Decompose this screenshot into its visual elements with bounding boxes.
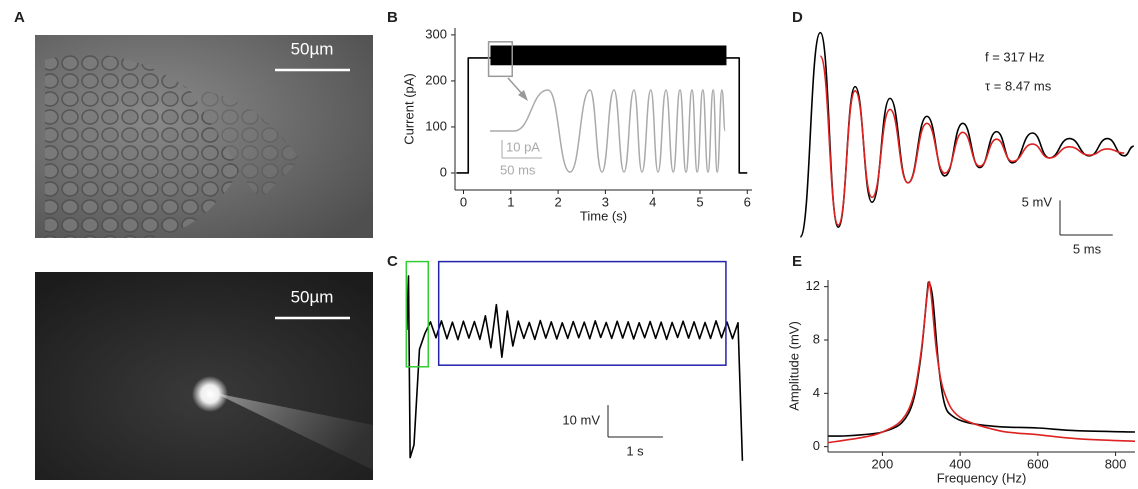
scale-bar-label: 50µm [291, 39, 334, 58]
region-box [487, 41, 513, 78]
x-tick-label: 5 [696, 194, 703, 209]
trace [456, 57, 748, 174]
x-tick-label: 6 [744, 194, 751, 209]
scale-bar-label: 5 ms [1073, 241, 1102, 256]
panel-label: E [792, 253, 802, 270]
y-tick-label: 300 [425, 26, 447, 41]
y-tick-label: 8 [813, 331, 820, 346]
y-tick-label: 0 [440, 164, 447, 179]
annotation: τ = 8.47 ms [985, 78, 1052, 93]
x-tick-label: 1 [507, 194, 514, 209]
scale-bar-label: 5 mV [1022, 194, 1053, 209]
trace [406, 275, 744, 461]
panel-label: C [387, 253, 398, 270]
x-tick-label: 2 [554, 194, 561, 209]
x-tick-label: 200 [872, 456, 894, 471]
scale-bar-label: 10 mV [562, 412, 600, 427]
y-tick-label: 100 [425, 118, 447, 133]
y-axis-label: Current (pA) [401, 73, 416, 145]
zoom-arrow [507, 77, 528, 101]
micrograph-bottom: 50µm [35, 272, 373, 480]
x-axis-label: Time (s) [580, 208, 627, 223]
x-axis-label: Frequency (Hz) [937, 470, 1027, 485]
y-tick-label: 4 [813, 385, 820, 400]
y-tick-label: 12 [806, 278, 820, 293]
y-tick-label: 200 [425, 72, 447, 87]
panel-label: B [387, 9, 398, 26]
x-tick-label: 3 [602, 194, 609, 209]
y-tick-label: 0 [813, 438, 820, 453]
scale-bar-label: 10 pA [506, 139, 540, 154]
chirp-band [490, 45, 727, 66]
trace [827, 281, 1136, 437]
panel-label: A [14, 9, 25, 26]
scale-bar-label: 50 ms [500, 162, 536, 177]
trace [819, 55, 1125, 226]
scale-bar-label: 50µm [291, 287, 334, 306]
annotation: f = 317 Hz [985, 49, 1045, 64]
y-axis-label: Amplitude (mV) [786, 321, 801, 411]
scale-bar-label: 1 s [626, 443, 644, 458]
x-tick-label: 400 [949, 456, 971, 471]
x-tick-label: 600 [1027, 456, 1049, 471]
micrograph-top: 50µm [35, 35, 373, 239]
trace [827, 280, 1136, 444]
trace [490, 89, 726, 173]
x-tick-label: 800 [1105, 456, 1127, 471]
region-box [437, 260, 727, 366]
x-tick-label: 0 [460, 194, 467, 209]
region-box [405, 260, 430, 368]
panel-label: D [792, 9, 803, 26]
x-tick-label: 4 [649, 194, 656, 209]
